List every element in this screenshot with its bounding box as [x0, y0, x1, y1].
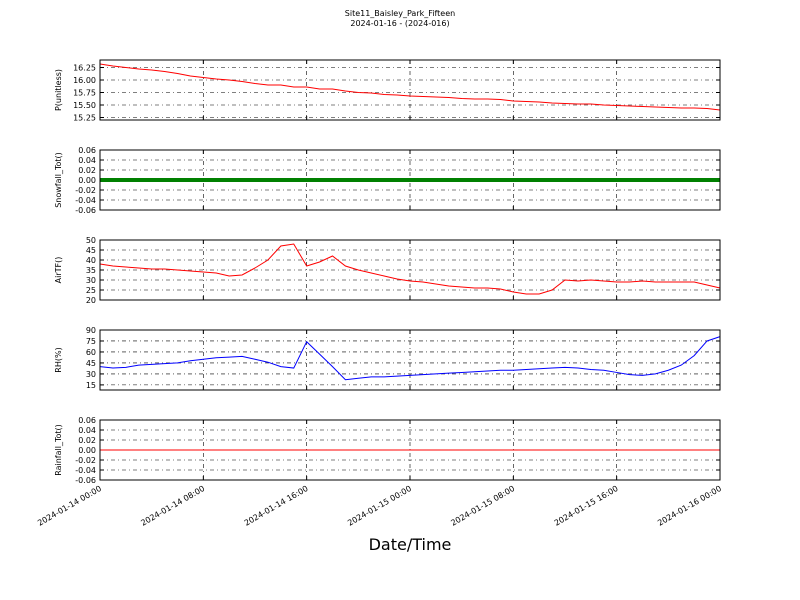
- y-tick-label: 0.04: [78, 156, 96, 165]
- y-tick-label: 0.00: [78, 176, 96, 185]
- y-axis-label: P(unitless): [54, 69, 63, 111]
- y-axis-label: Snowfall_Tot(): [54, 152, 63, 208]
- y-tick-label: 15: [86, 381, 96, 390]
- y-tick-label: 15.25: [73, 114, 96, 123]
- y-tick-label: 40: [86, 256, 96, 265]
- x-axis-label: Date/Time: [369, 535, 452, 554]
- y-axis-label: AirTF(): [54, 257, 63, 284]
- y-tick-label: -0.04: [75, 196, 96, 205]
- y-tick-label: 45: [86, 359, 96, 368]
- y-tick-label: -0.02: [75, 456, 96, 465]
- y-tick-label: 60: [86, 348, 96, 357]
- y-tick-label: 15.50: [73, 101, 96, 110]
- title: Site11_Baisley_Park_Fifteen: [345, 9, 455, 18]
- plot-frame: [99, 239, 721, 301]
- plot-frame: [99, 59, 721, 121]
- y-tick-label: -0.02: [75, 186, 96, 195]
- y-tick-label: 0.02: [78, 436, 96, 445]
- y-tick-label: 0.06: [78, 416, 96, 425]
- y-tick-label: -0.06: [75, 476, 96, 485]
- data-line: [99, 336, 721, 381]
- y-tick-label: 75: [86, 337, 96, 346]
- y-axis-label: RH(%): [54, 347, 63, 372]
- y-tick-label: 16.00: [73, 76, 96, 85]
- y-tick-label: 30: [86, 370, 96, 379]
- data-line: [99, 63, 721, 111]
- y-axis-label: Rainfall_Tot(): [54, 424, 63, 476]
- data-line: [99, 243, 721, 295]
- plot-frame: [99, 149, 721, 211]
- y-tick-label: 0.04: [78, 426, 96, 435]
- y-tick-label: -0.06: [75, 206, 96, 215]
- y-tick-label: 20: [86, 296, 96, 305]
- y-tick-label: 25: [86, 286, 96, 295]
- y-tick-label: 50: [86, 236, 96, 245]
- subtitle: 2024-01-16 - (2024-016): [350, 19, 449, 28]
- y-tick-label: 45: [86, 246, 96, 255]
- plot-frame: [99, 419, 721, 481]
- y-tick-label: 0.02: [78, 166, 96, 175]
- y-tick-label: 0.00: [78, 446, 96, 455]
- y-tick-label: 90: [86, 326, 96, 335]
- y-tick-label: 35: [86, 266, 96, 275]
- y-tick-label: 30: [86, 276, 96, 285]
- y-tick-label: 0.06: [78, 146, 96, 155]
- y-tick-label: 16.25: [73, 64, 96, 73]
- y-tick-label: -0.04: [75, 466, 96, 475]
- plot-frame: [99, 329, 721, 391]
- y-tick-label: 15.75: [73, 89, 96, 98]
